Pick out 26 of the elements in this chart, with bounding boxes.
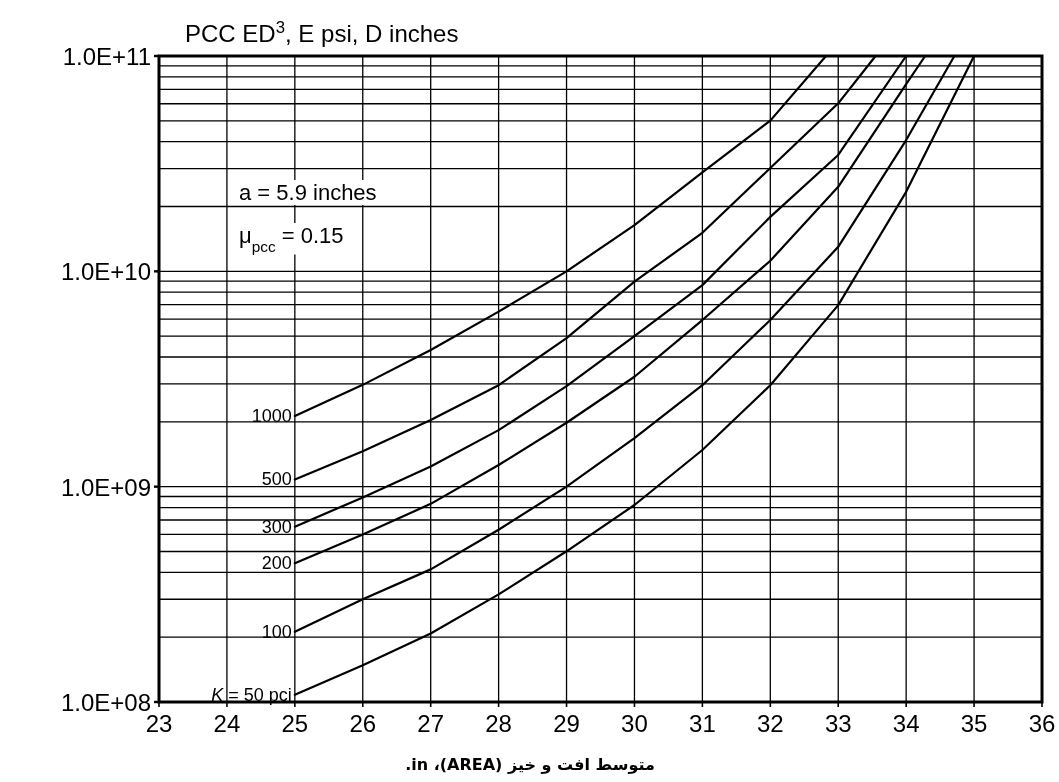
x-tick-label: 35 <box>960 710 988 737</box>
x-tick-label: 36 <box>1028 710 1056 737</box>
annotation: a = 5.9 inches <box>239 180 377 205</box>
series-label: 1000 <box>251 405 292 426</box>
series-label: 500 <box>261 469 292 490</box>
annotation: μ$_{pcc}$ = 0.15 <box>239 223 344 255</box>
x-tick-label: 31 <box>689 710 716 737</box>
series-label: K = 50 pci <box>211 684 292 705</box>
chart-title: PCC ED$^{3}$, E psi, D inches <box>185 17 459 47</box>
y-tick-label: 1.0E+10 <box>60 257 151 285</box>
x-tick-label: 26 <box>349 710 377 737</box>
series-label: 200 <box>261 553 292 574</box>
y-tick-label: 1.0E+09 <box>60 473 151 501</box>
x-tick-label: 30 <box>621 710 648 737</box>
x-tick-label: 29 <box>553 710 580 737</box>
x-tick-label: 27 <box>417 710 445 737</box>
x-tick-label: 32 <box>756 710 784 737</box>
y-tick-label: 1.0E+11 <box>62 42 151 70</box>
series-label: 100 <box>261 621 292 642</box>
x-tick-label: 28 <box>485 710 512 737</box>
series-label: 300 <box>261 516 292 537</box>
x-axis-title: متوسط افت و خیز (AREA)، in. <box>405 755 655 774</box>
x-tick-label: 25 <box>281 710 309 737</box>
x-tick-label: 33 <box>824 710 852 737</box>
x-tick-label: 24 <box>213 710 241 737</box>
x-tick-label: 34 <box>892 710 920 737</box>
